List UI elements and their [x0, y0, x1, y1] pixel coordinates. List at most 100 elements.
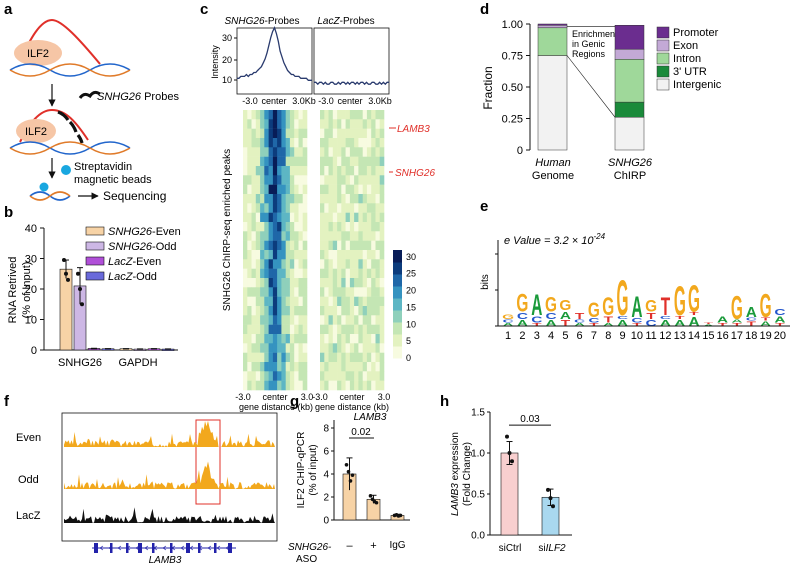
- c-heatmap-cell-lacz: [362, 278, 368, 288]
- c-heatmap-cell-snhg26: [264, 194, 269, 204]
- c-heatmap-cell-lacz: [341, 352, 346, 363]
- c-heatmap-cell-snhg26: [302, 315, 308, 325]
- c-heatmap-cell-snhg26: [247, 194, 252, 204]
- c-heatmap-cell-snhg26: [277, 119, 282, 129]
- c-heatmap-cell-lacz: [349, 278, 355, 288]
- c-heatmap-cell-lacz: [320, 250, 325, 260]
- c-heatmap-cell-lacz: [379, 212, 385, 223]
- e-logo-letter-A: A: [517, 319, 528, 328]
- c-heatmap-cell-snhg26: [247, 352, 252, 363]
- bound-probes: [57, 110, 84, 144]
- c-heatmap-cell-snhg26: [272, 343, 278, 353]
- e-logo-letter-C: C: [517, 311, 528, 320]
- c-heatmap-cell-lacz: [345, 362, 351, 372]
- c-heatmap-cell-lacz: [320, 259, 325, 269]
- c-heatmap-cell-lacz: [337, 222, 342, 232]
- c-heatmap-cell-snhg26: [298, 147, 304, 157]
- e-logo-letter-A: A: [688, 314, 699, 328]
- c-heatmap-cell-snhg26: [243, 231, 248, 241]
- c-heatmap-cell-snhg26: [302, 306, 308, 316]
- c-heatmap-cell-lacz: [349, 128, 355, 139]
- c-heatmap-cell-snhg26: [268, 166, 274, 176]
- c-heatmap-cell-snhg26: [243, 212, 248, 223]
- c-heatmap-cell-lacz: [371, 203, 376, 213]
- c-heatmap-cell-lacz: [341, 306, 346, 316]
- c-heatmap-cell-lacz: [332, 128, 338, 139]
- c-heatmap-cell-lacz: [358, 287, 363, 297]
- g-category-label: –: [346, 540, 353, 552]
- c-heatmap-cell-snhg26: [298, 278, 304, 288]
- c-heatmap-cell-lacz: [358, 306, 363, 316]
- e-logo-letter-A: A: [746, 304, 757, 321]
- c-heatmap-cell-snhg26: [294, 315, 299, 325]
- c-heatmap-cell-snhg26: [294, 362, 299, 372]
- c-heatmap-cell-snhg26: [247, 110, 252, 120]
- e-logo-letter-G: G: [516, 290, 528, 318]
- c-heatmap-cell-lacz: [332, 268, 338, 279]
- c-heatmap-cell-snhg26: [294, 268, 299, 279]
- c-heatmap-cell-lacz: [349, 334, 355, 344]
- b-ylabel-1: RNA Retrived: [7, 257, 19, 324]
- c-heatmap-cell-lacz: [324, 287, 329, 297]
- c-heatmap-cell-snhg26: [251, 315, 257, 325]
- c-heatmap-cell-snhg26: [298, 119, 304, 129]
- c-heatmap-cell-snhg26: [289, 110, 295, 120]
- c-heatmap-cell-lacz: [375, 194, 381, 204]
- c-heatmap-cell-snhg26: [264, 278, 269, 288]
- c-heatmap-cell-lacz: [354, 156, 359, 167]
- c-heatmap-cell-snhg26: [277, 362, 282, 372]
- c-heatmap-cell-lacz: [362, 371, 368, 381]
- c-heatmap-cell-lacz: [341, 362, 346, 372]
- c-heatmap-cell-snhg26: [285, 175, 291, 185]
- ilf2-label-1: ILF2: [27, 48, 49, 60]
- e-logo-letter-G: G: [760, 286, 772, 325]
- c-heatmap-cell-lacz: [324, 156, 329, 167]
- c-heatmap-cell-lacz: [379, 380, 385, 391]
- c-heatmap-cell-snhg26: [298, 362, 304, 372]
- c-heatmap-cell-lacz: [345, 352, 351, 363]
- c-heatmap-cell-lacz: [320, 156, 325, 167]
- c-heatmap-cell-lacz: [379, 128, 385, 139]
- c-heatmap-cell-snhg26: [251, 147, 257, 157]
- f-track-label: Odd: [18, 474, 39, 486]
- d-segment-intron: [614, 59, 645, 103]
- c-heatmap-cell-lacz: [358, 278, 363, 288]
- c-heatmap-cell-snhg26: [277, 259, 282, 269]
- c-heatmap-cell-snhg26: [281, 212, 286, 223]
- c-heatmap-cell-lacz: [354, 231, 359, 241]
- c-heatmap-cell-snhg26: [294, 222, 299, 232]
- c-heatmap-cell-snhg26: [264, 324, 269, 335]
- c-heatmap-cell-snhg26: [281, 250, 286, 260]
- b-category-label: GAPDH: [118, 357, 157, 369]
- f-strand-arrow: [144, 545, 149, 551]
- c-heatmap-cell-snhg26: [255, 203, 261, 213]
- c-heatmap-cell-lacz: [379, 343, 385, 353]
- f-strand-arrow: [225, 545, 230, 551]
- c-heatmap-cell-lacz: [362, 352, 368, 363]
- c-heatmap-cell-lacz: [371, 296, 376, 307]
- c-heatmap-cell-lacz: [324, 380, 329, 391]
- c-heatmap-cell-snhg26: [260, 110, 265, 120]
- c-heatmap-cell-lacz: [341, 175, 346, 185]
- c-heatmap-cell-lacz: [349, 296, 355, 307]
- c-heatmap-cell-lacz: [337, 315, 342, 325]
- c-heatmap-cell-lacz: [371, 259, 376, 269]
- c-heatmap-cell-lacz: [358, 138, 363, 148]
- c-heatmap-cell-snhg26: [289, 324, 295, 335]
- c-heatmap-cell-snhg26: [243, 166, 248, 176]
- c-heatmap-cell-snhg26: [302, 175, 308, 185]
- d-segment-exon: [614, 48, 645, 60]
- c-colorbar-tick: 0: [406, 353, 411, 363]
- c-heatmap-cell-lacz: [345, 138, 351, 148]
- c-heatmap-cell-lacz: [354, 212, 359, 223]
- c-heatmap-cell-lacz: [379, 362, 385, 372]
- c-heatmap-cell-lacz: [358, 119, 363, 129]
- c-heatmap-cell-lacz: [371, 119, 376, 129]
- c-heatmap-cell-snhg26: [243, 184, 248, 195]
- h-ylabel-1: LAMB3 expression: [450, 432, 461, 516]
- c-heatmap-cell-lacz: [362, 334, 368, 344]
- c-heatmap-cell-lacz: [324, 352, 329, 363]
- c-heatmap-cell-lacz: [341, 138, 346, 148]
- c-profile-ytick-label: 10: [222, 75, 232, 85]
- c-heatmap-cell-lacz: [341, 334, 346, 344]
